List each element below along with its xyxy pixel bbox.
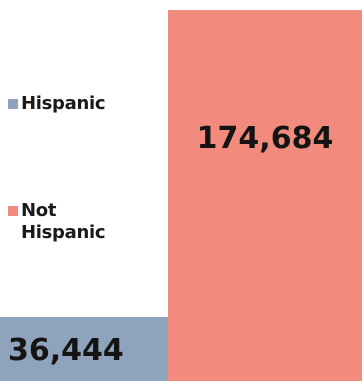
legend-label-not-hispanic: Not Hispanic: [21, 200, 106, 243]
data-label-not-hispanic: 174,684: [197, 121, 334, 156]
data-label-hispanic: 36,444: [8, 333, 124, 368]
bar-hispanic: [0, 316, 168, 381]
bar-not-hispanic: [168, 10, 362, 381]
legend-swatch-not-hispanic: [8, 206, 18, 216]
legend-label-hispanic: Hispanic: [21, 93, 106, 114]
legend-item-hispanic: Hispanic: [8, 93, 131, 115]
legend-item-not-hispanic: Not Hispanic: [8, 200, 131, 244]
legend-swatch-hispanic: [8, 99, 18, 109]
